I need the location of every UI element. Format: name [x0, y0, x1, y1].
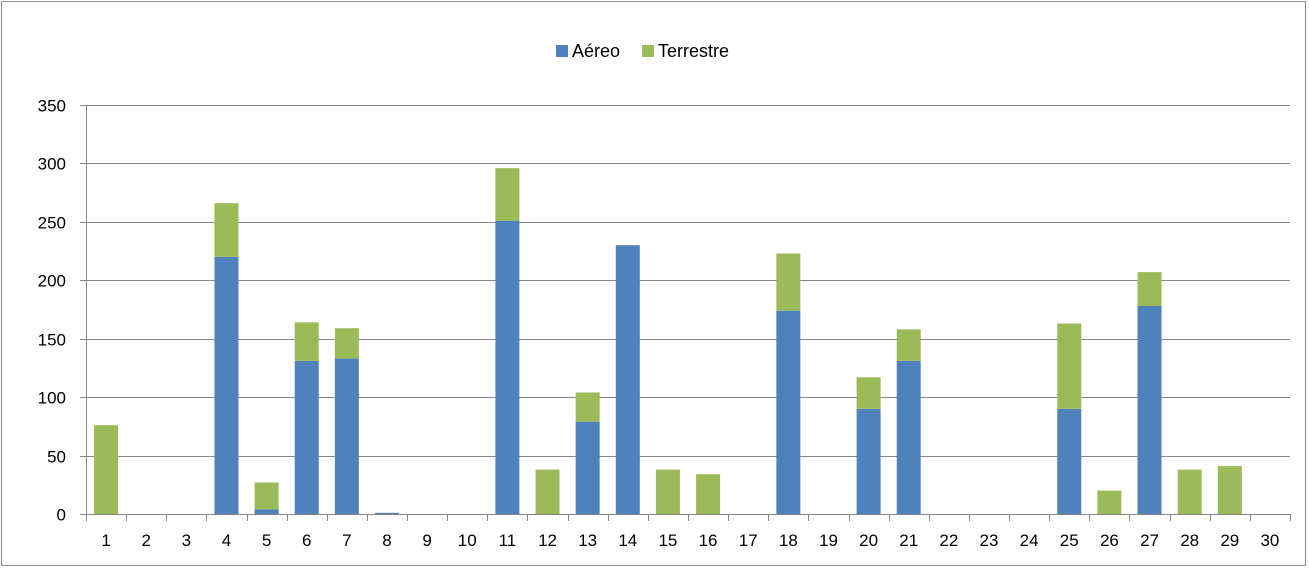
bar-a-reo-18 [776, 310, 801, 514]
bar-terrestre-25 [1057, 323, 1082, 409]
bar-a-reo-13 [575, 421, 600, 514]
x-tick-label: 25 [1060, 531, 1079, 550]
x-tick-label: 5 [262, 531, 271, 550]
bar-terrestre-13 [575, 392, 600, 422]
bar-a-reo-14 [615, 245, 640, 514]
x-tick-label: 6 [302, 531, 311, 550]
x-tick-label: 3 [182, 531, 191, 550]
y-tick-label: 200 [38, 272, 66, 291]
bar-a-reo-27 [1137, 305, 1162, 514]
y-tick-label: 0 [57, 506, 66, 525]
x-tick-label: 29 [1220, 531, 1239, 550]
x-tick-label: 12 [538, 531, 557, 550]
y-tick-label: 250 [38, 214, 66, 233]
legend: Aéreo Terrestre [556, 41, 729, 61]
x-tick-label: 19 [819, 531, 838, 550]
x-tick-label: 18 [779, 531, 798, 550]
bar-terrestre-7 [334, 328, 359, 359]
bar-terrestre-29 [1217, 466, 1242, 514]
x-tick-label: 4 [222, 531, 231, 550]
x-tick-label: 22 [939, 531, 958, 550]
bar-terrestre-5 [254, 482, 279, 510]
bar-terrestre-15 [655, 469, 680, 514]
bar-a-reo-5 [254, 509, 279, 514]
y-tick-labels: 0 50 100 150 200 250 300 350 [38, 97, 66, 525]
legend-swatch [556, 45, 568, 57]
x-tick-label: 14 [618, 531, 637, 550]
x-tick-label: 24 [1020, 531, 1039, 550]
x-tick-label: 13 [578, 531, 597, 550]
x-tick-label: 17 [739, 531, 758, 550]
x-tick-label: 28 [1180, 531, 1199, 550]
x-tick-label: 1 [101, 531, 110, 550]
bar-terrestre-27 [1137, 272, 1162, 306]
x-tick-label: 21 [899, 531, 918, 550]
bar-a-reo-25 [1057, 408, 1082, 514]
bar-a-reo-21 [896, 360, 921, 514]
bar-terrestre-28 [1177, 469, 1202, 514]
bar-a-reo-7 [334, 358, 359, 514]
x-tick-label: 15 [658, 531, 677, 550]
y-tick-label: 100 [38, 389, 66, 408]
bar-terrestre-21 [896, 329, 921, 361]
x-tick-label: 26 [1100, 531, 1119, 550]
axes [80, 105, 1291, 521]
bar-terrestre-26 [1097, 490, 1122, 514]
y-tick-label: 300 [38, 155, 66, 174]
bar-terrestre-20 [856, 377, 881, 409]
x-tick-label: 2 [141, 531, 150, 550]
bar-a-reo-6 [294, 360, 319, 514]
bar-a-reo-11 [495, 220, 520, 514]
bar-terrestre-12 [535, 469, 560, 514]
bar-a-reo-4 [214, 256, 239, 514]
x-tick-label: 11 [499, 531, 517, 550]
x-tick-label: 27 [1140, 531, 1159, 550]
x-tick-label: 10 [458, 531, 477, 550]
bar-a-reo-20 [856, 408, 881, 514]
x-tick-label: 9 [422, 531, 431, 550]
bar-terrestre-16 [696, 474, 721, 514]
x-tick-label: 16 [699, 531, 718, 550]
bar-terrestre-11 [495, 168, 520, 221]
bar-terrestre-4 [214, 203, 239, 257]
x-tick-label: 8 [382, 531, 391, 550]
bar-terrestre-6 [294, 322, 319, 361]
legend-label: Terrestre [658, 41, 729, 61]
x-tick-label: 23 [980, 531, 999, 550]
bar-a-reo-8 [375, 512, 399, 514]
gridlines [86, 105, 1290, 457]
legend-swatch [642, 45, 655, 57]
y-tick-label: 150 [38, 331, 66, 350]
legend-label: Aéreo [572, 41, 620, 61]
y-tick-label: 350 [38, 97, 66, 116]
bars [94, 168, 1242, 514]
x-tick-label: 20 [859, 531, 878, 550]
x-tick-label: 30 [1260, 531, 1279, 550]
y-tick-label: 50 [47, 448, 66, 467]
x-tick-label: 7 [342, 531, 351, 550]
bar-terrestre-1 [94, 425, 119, 514]
x-tick-labels: 1 2 3 4 5 6 7 8 9 10 11 12 13 14 15 16 17 18 19 20 21 22 23 24 2… [101, 531, 1279, 550]
bar-terrestre-18 [776, 253, 801, 311]
